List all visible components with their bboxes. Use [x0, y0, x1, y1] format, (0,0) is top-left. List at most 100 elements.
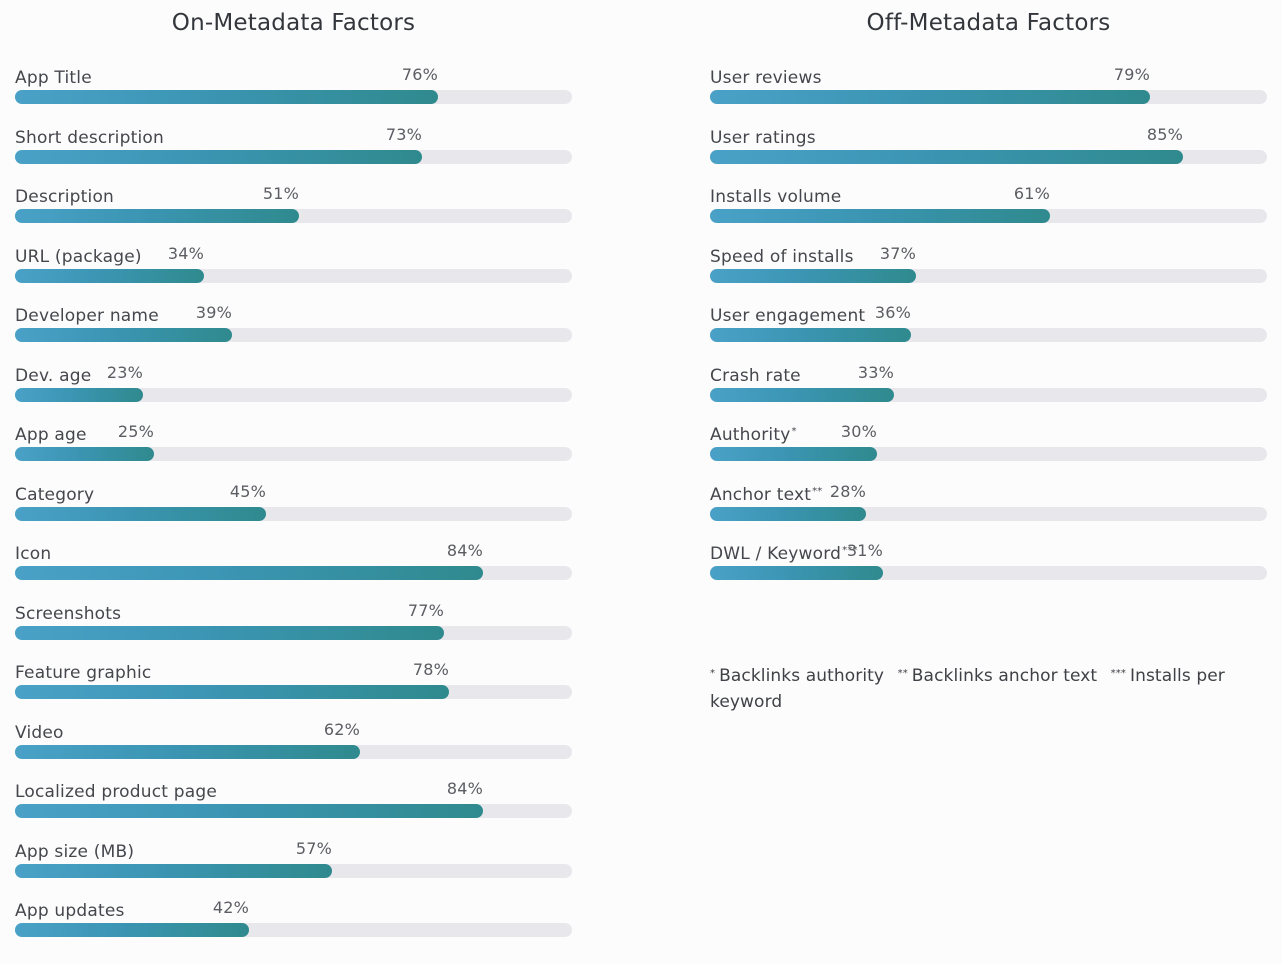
bar-value: 34% [167, 243, 204, 263]
bar-label-mark: ** [812, 485, 823, 497]
bar-value: 39% [195, 303, 232, 322]
bar-label: Developer name [15, 306, 159, 326]
bar-label: User ratings [710, 128, 816, 148]
off-metadata-title: Off-Metadata Factors [866, 10, 1111, 36]
bar-label: Speed of installs [710, 247, 854, 267]
bar-label: App updates [15, 901, 125, 921]
bar-label: User reviews [710, 68, 822, 88]
bar-label-text: User ratings [710, 127, 816, 148]
bar-track [15, 90, 572, 104]
bar-fill [15, 209, 299, 223]
bar-row: Feature graphic 78% [15, 660, 572, 708]
bar-label-text: Icon [15, 544, 52, 564]
bar-row: Icon 84% [15, 541, 572, 589]
footnote-item-anchor-text: ** Backlinks anchor text [898, 666, 1098, 686]
bar-fill [710, 209, 1050, 223]
bar-value: 36% [874, 303, 911, 322]
bar-value: 23% [106, 362, 143, 382]
bar-fill [15, 90, 438, 104]
bar-row: DWL / Keyword*** 31% [710, 541, 1267, 589]
bar-label: Feature graphic [15, 663, 151, 683]
bar-track [710, 566, 1267, 580]
bar-label: Dev. age [15, 366, 91, 386]
bar-label: Short description [15, 128, 164, 148]
bar-label: App size (MB) [15, 842, 134, 862]
bar-label-text: App Title [15, 68, 92, 88]
bar-value: 25% [117, 422, 154, 441]
bar-value: 84% [446, 779, 483, 798]
bar-value: 73% [385, 124, 422, 144]
bar-label-mark: * [791, 426, 797, 437]
bar-value: 77% [407, 600, 444, 620]
bar-label-text: App size (MB) [15, 841, 135, 862]
bar-value: 51% [262, 184, 299, 203]
bar-fill [15, 625, 444, 640]
bar-label: Anchor text** [710, 485, 822, 505]
bar-row: Screenshots 77% [15, 600, 572, 649]
bar-label: Installs volume [710, 187, 841, 207]
bar-fill [15, 328, 232, 342]
bar-label-text: App age [15, 425, 87, 445]
bar-fill [15, 447, 154, 461]
bar-label-text: Localized product page [15, 782, 218, 802]
bar-fill [710, 149, 1183, 164]
bar-fill [15, 685, 449, 699]
bar-track [15, 863, 572, 878]
bar-label: Localized product page [15, 782, 217, 802]
bar-row: App age 25% [15, 422, 572, 470]
bar-row: Localized product page 84% [15, 779, 572, 827]
bar-label: Crash rate [710, 366, 801, 386]
bar-fill [15, 923, 249, 937]
bar-label: User engagement [710, 306, 865, 326]
bar-track [15, 506, 572, 521]
bar-label-text: Screenshots [15, 603, 122, 624]
bar-value: 33% [857, 362, 894, 382]
bar-track [15, 209, 572, 223]
bar-track [15, 328, 572, 342]
bar-value: 62% [323, 719, 360, 739]
footnote: * Backlinks authority ** Backlinks anchor … [710, 661, 1250, 715]
bar-label-text: Category [15, 484, 95, 505]
bar-track [15, 447, 572, 461]
bar-label: Authority* [710, 425, 797, 445]
footnote-mark: *** [1110, 668, 1126, 679]
footnote-text: Backlinks authority [719, 666, 885, 686]
bar-track [710, 506, 1267, 521]
bar-row: URL (package) 34% [15, 243, 572, 292]
bar-track [15, 149, 572, 164]
bar-label-text: User engagement [710, 306, 866, 326]
bar-label: Icon [15, 544, 51, 564]
bar-row: App Title 76% [15, 65, 572, 113]
bar-track [710, 268, 1267, 283]
bar-value: 79% [1113, 65, 1150, 84]
bar-label-text: Feature graphic [15, 663, 152, 683]
bar-fill [710, 387, 894, 402]
bar-value: 57% [295, 838, 332, 858]
bar-row: Short description 73% [15, 124, 572, 173]
bar-label-text: Speed of installs [710, 246, 854, 267]
bar-fill [710, 90, 1150, 104]
bar-label-text: Description [15, 187, 115, 207]
bar-track [710, 90, 1267, 104]
bar-row: Crash rate 33% [710, 362, 1267, 411]
bar-value: 45% [229, 481, 266, 501]
bar-fill [15, 387, 143, 402]
bar-fill [710, 328, 911, 342]
bar-label-text: DWL / Keyword [710, 544, 842, 564]
bar-fill [15, 268, 204, 283]
bar-label-text: Developer name [15, 306, 159, 326]
bar-label: Video [15, 723, 64, 743]
bar-label: Description [15, 187, 114, 207]
bar-label-text: App updates [15, 901, 125, 921]
bar-label: Screenshots [15, 604, 121, 624]
bar-label-text: Installs volume [710, 187, 842, 207]
footnote-item-authority: * Backlinks authority [710, 666, 884, 686]
bar-label: DWL / Keyword*** [710, 544, 858, 564]
bar-track [15, 387, 572, 402]
bar-row: User reviews 79% [710, 65, 1267, 113]
bar-row: Description 51% [15, 184, 572, 232]
bar-value: 37% [879, 243, 916, 263]
bar-fill [710, 566, 883, 580]
bar-track [15, 566, 572, 580]
bar-row: User engagement 36% [710, 303, 1267, 351]
